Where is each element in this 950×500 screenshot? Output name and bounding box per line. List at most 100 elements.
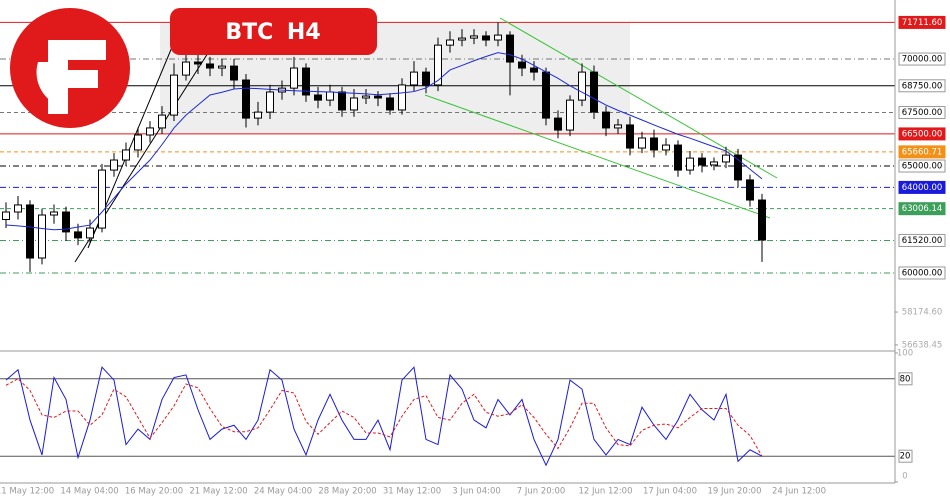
candle-body [182, 61, 190, 76]
logo [10, 8, 130, 128]
candle-body [26, 204, 34, 259]
candle-body [710, 161, 718, 166]
candle-body [230, 65, 238, 81]
osc-label-box [898, 449, 913, 463]
price-label: 66500.00 [902, 129, 943, 139]
candle-body [434, 44, 442, 86]
price-label-box [898, 145, 946, 159]
candle-body [494, 34, 502, 41]
candle-body [746, 179, 754, 201]
time-label: 16 May 20:00 [125, 487, 183, 497]
price-label: 60000.00 [902, 268, 943, 278]
time-label: 7 Jun 20:00 [517, 487, 566, 497]
axes: 71711.60 70000.00 68750.00 67500.00 66500.00… [0, 15, 946, 497]
candle-body [578, 71, 586, 101]
price-label-box [898, 159, 946, 173]
price-label-box [898, 15, 946, 29]
candle-body [218, 65, 226, 69]
moving-average [5, 52, 763, 231]
candle-body [506, 34, 514, 63]
price-label-box [898, 202, 946, 216]
price-label: 67500.00 [902, 108, 943, 118]
candle-body [566, 99, 574, 131]
candle-body [50, 211, 58, 216]
candle-body [422, 71, 430, 86]
candle-body [590, 71, 598, 113]
candle-body [326, 91, 334, 101]
candle-body [350, 97, 358, 111]
candle-body [158, 114, 166, 129]
candle-body [542, 71, 550, 119]
candle-body [2, 211, 10, 220]
price-label-box [898, 180, 946, 194]
time-label: 3 Jun 04:00 [452, 487, 501, 497]
candle-body [398, 84, 406, 111]
osc-tick-label: 100 [897, 349, 913, 359]
y-tick-label: 58174.60 [902, 308, 943, 318]
chart-title: BTC H4 [225, 20, 320, 45]
candle-body [662, 144, 670, 151]
candle-body [386, 97, 394, 111]
candle-body [266, 91, 274, 113]
candle-body [134, 134, 142, 151]
price-label: 65000.00 [902, 162, 943, 172]
y-tick-label: 56638.45 [902, 340, 943, 350]
price-label-box [898, 233, 946, 247]
price-label: 63006.14 [902, 204, 943, 214]
price-label: 68750.00 [902, 81, 943, 91]
candle-body [98, 169, 106, 229]
candle-body [602, 111, 610, 129]
price-label: 64000.00 [902, 183, 943, 193]
time-label: 12 Jun 12:00 [579, 487, 633, 497]
time-label: 31 May 12:00 [383, 487, 441, 497]
candle-body [482, 35, 490, 41]
channel-lower [424, 94, 771, 219]
candle-body [374, 95, 382, 99]
price-label: 70000.00 [902, 55, 943, 65]
candle-body [206, 63, 214, 69]
time-label: 24 May 04:00 [254, 487, 312, 497]
candle-body [626, 124, 634, 149]
candle-body [470, 35, 478, 39]
candle-body [722, 154, 730, 163]
candle-body [170, 74, 178, 116]
price-label: 61520.00 [902, 236, 943, 246]
channel-upper [499, 17, 778, 179]
time-label: 11 May 12:00 [0, 487, 54, 497]
candle-body [338, 91, 346, 111]
time-label: 24 Jun 12:00 [772, 487, 826, 497]
oscillator [0, 366, 895, 467]
price-label-box [898, 106, 946, 120]
time-label: 14 May 04:00 [60, 487, 118, 497]
candle-body [458, 37, 466, 41]
candle-body [290, 67, 298, 89]
osc-tick-label: 80 [900, 374, 911, 384]
candle-body [194, 61, 202, 65]
candle-body [614, 124, 622, 129]
time-label: 17 Jun 04:00 [643, 487, 697, 497]
osc-tick-label: 0 [902, 472, 907, 482]
time-label: 21 May 12:00 [189, 487, 247, 497]
osc-line [5, 378, 763, 457]
candle-body [734, 154, 742, 181]
price-label-box [898, 52, 946, 66]
logo-mark [36, 62, 68, 108]
candle-body [530, 67, 538, 73]
candle-body [254, 111, 262, 119]
candle-body [38, 214, 46, 259]
candles [2, 22, 766, 272]
price-label-box [898, 266, 946, 280]
candle-body [758, 199, 766, 241]
price-label-box [898, 79, 946, 93]
candle-body [698, 157, 706, 166]
candle-body [362, 95, 370, 99]
candle-body [74, 231, 82, 239]
candle-body [518, 61, 526, 69]
title-badge [170, 8, 377, 55]
candle-body [410, 71, 418, 86]
levels [0, 21, 895, 274]
osc-label-box [898, 372, 913, 386]
candle-body [638, 137, 646, 149]
price-label: 65660.71 [902, 147, 943, 157]
time-label: 19 Jun 20:00 [708, 487, 762, 497]
